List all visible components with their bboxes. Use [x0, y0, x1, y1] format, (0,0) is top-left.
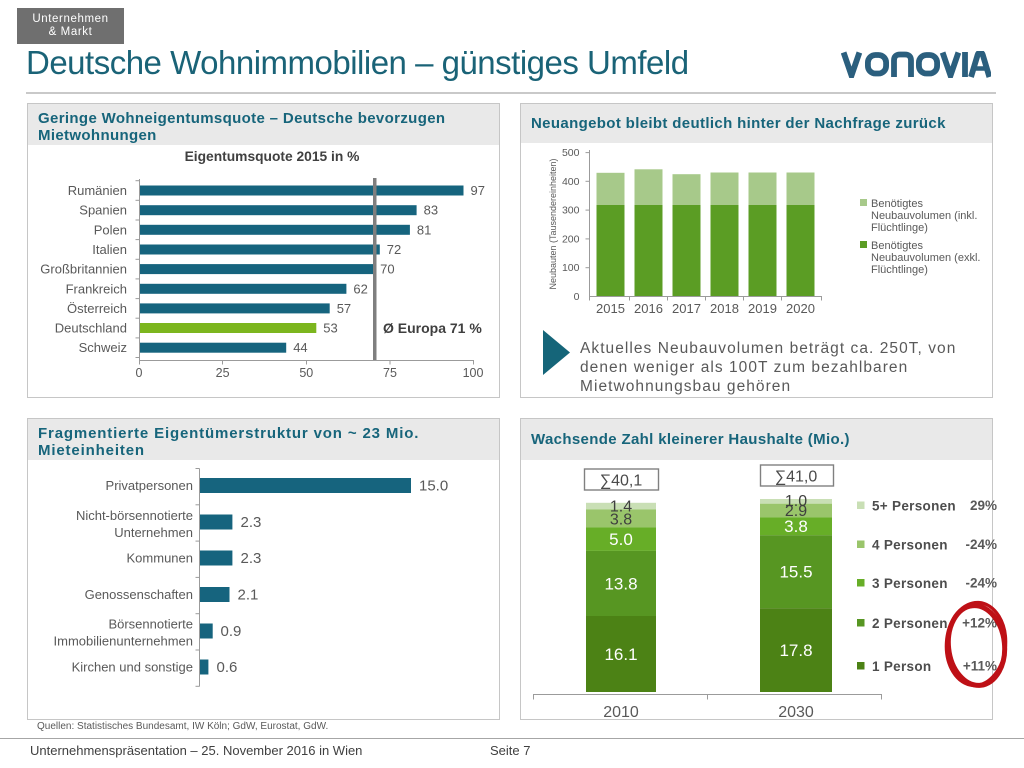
svg-text:2.9: 2.9 — [785, 503, 807, 520]
svg-text:1.4: 1.4 — [610, 499, 632, 516]
svg-text:+12%: +12% — [962, 616, 997, 631]
svg-text:Neubauten (Tausendereinheiten): Neubauten (Tausendereinheiten) — [548, 158, 558, 289]
svg-text:0.9: 0.9 — [221, 623, 242, 640]
svg-text:∑41,0: ∑41,0 — [775, 469, 818, 486]
svg-text:15.0: 15.0 — [419, 478, 448, 495]
svg-text:5.0: 5.0 — [609, 530, 633, 549]
svg-text:Österreich: Österreich — [67, 301, 127, 316]
svg-text:Spanien: Spanien — [79, 203, 127, 218]
svg-text:57: 57 — [337, 301, 351, 316]
svg-text:Neubauvolumen (inkl.: Neubauvolumen (inkl. — [871, 210, 977, 222]
svg-text:Flüchtlinge): Flüchtlinge) — [871, 264, 928, 276]
svg-text:500: 500 — [562, 147, 580, 159]
svg-text:100: 100 — [562, 262, 580, 274]
svg-text:Deutschland: Deutschland — [55, 321, 127, 336]
svg-text:Aktuelles Neubauvolumen beträg: Aktuelles Neubauvolumen beträgt ca. 250T… — [580, 340, 956, 357]
svg-text:2.1: 2.1 — [238, 587, 259, 604]
svg-text:4 Personen: 4 Personen — [872, 538, 948, 553]
svg-text:2.3: 2.3 — [241, 514, 262, 531]
svg-text:Schweiz: Schweiz — [79, 340, 127, 355]
svg-text:denen weniger als 100T zum bez: denen weniger als 100T zum bezahlbaren — [580, 359, 908, 376]
svg-text:Börsennotierte: Börsennotierte — [108, 617, 193, 632]
svg-text:13.8: 13.8 — [604, 575, 637, 594]
svg-text:3.8: 3.8 — [784, 517, 808, 536]
svg-text:70: 70 — [380, 262, 394, 277]
svg-text:2010: 2010 — [603, 704, 639, 720]
svg-text:83: 83 — [424, 203, 438, 218]
svg-text:100: 100 — [463, 366, 484, 380]
svg-text:2017: 2017 — [672, 301, 701, 316]
svg-text:Nicht-börsennotierte: Nicht-börsennotierte — [76, 508, 193, 523]
svg-text:75: 75 — [383, 366, 397, 380]
svg-text:44: 44 — [293, 340, 307, 355]
svg-text:1.0: 1.0 — [785, 493, 807, 510]
svg-text:2.3: 2.3 — [241, 550, 262, 567]
svg-text:2 Personen: 2 Personen — [872, 616, 948, 631]
svg-text:3.8: 3.8 — [610, 512, 632, 529]
svg-text:Mietwohnungsbau gehören: Mietwohnungsbau gehören — [580, 378, 791, 395]
svg-text:Immobilienunternehmen: Immobilienunternehmen — [54, 634, 193, 649]
svg-text:∑40,1: ∑40,1 — [600, 473, 643, 490]
svg-text:53: 53 — [323, 321, 337, 336]
svg-text:Kommunen: Kommunen — [127, 551, 193, 566]
svg-text:29%: 29% — [970, 498, 997, 513]
svg-text:Frankreich: Frankreich — [66, 281, 127, 296]
svg-text:2020: 2020 — [786, 301, 815, 316]
svg-text:Eigentumsquote 2015 in %: Eigentumsquote 2015 in % — [185, 149, 360, 164]
svg-text:Rumänien: Rumänien — [68, 183, 127, 198]
svg-text:400: 400 — [562, 176, 580, 188]
svg-text:Ø Europa 71 %: Ø Europa 71 % — [383, 320, 482, 336]
svg-text:25: 25 — [216, 366, 230, 380]
svg-text:Genossenschaften: Genossenschaften — [85, 587, 193, 602]
svg-text:Unternehmen: Unternehmen — [114, 525, 193, 540]
svg-text:5+ Personen: 5+ Personen — [872, 499, 956, 514]
svg-text:+11%: +11% — [963, 659, 997, 674]
svg-text:0: 0 — [136, 366, 143, 380]
svg-text:2019: 2019 — [748, 301, 777, 316]
svg-text:-24%: -24% — [965, 576, 997, 591]
svg-text:97: 97 — [471, 183, 485, 198]
svg-text:2030: 2030 — [778, 704, 814, 720]
svg-text:Großbritannien: Großbritannien — [40, 262, 127, 277]
svg-text:Polen: Polen — [94, 222, 127, 237]
svg-text:Neubauvolumen (exkl.: Neubauvolumen (exkl. — [871, 252, 980, 264]
svg-text:Kirchen und sonstige: Kirchen und sonstige — [72, 660, 193, 675]
svg-text:Benötigtes: Benötigtes — [871, 198, 923, 210]
svg-text:1 Person: 1 Person — [872, 659, 931, 674]
svg-text:72: 72 — [387, 242, 401, 257]
svg-text:Italien: Italien — [92, 242, 127, 257]
svg-text:2016: 2016 — [634, 301, 663, 316]
svg-text:0: 0 — [574, 291, 580, 303]
svg-text:Privatpersonen: Privatpersonen — [106, 478, 193, 493]
svg-text:0.6: 0.6 — [217, 659, 238, 676]
svg-text:15.5: 15.5 — [779, 563, 812, 582]
svg-text:200: 200 — [562, 233, 580, 245]
svg-text:62: 62 — [353, 281, 367, 296]
svg-text:81: 81 — [417, 222, 431, 237]
svg-text:300: 300 — [562, 205, 580, 217]
svg-text:3 Personen: 3 Personen — [872, 576, 948, 591]
svg-text:2015: 2015 — [596, 301, 625, 316]
svg-text:Benötigtes: Benötigtes — [871, 240, 923, 252]
svg-text:Flüchtlinge): Flüchtlinge) — [871, 222, 928, 234]
svg-text:50: 50 — [299, 366, 313, 380]
svg-text:17.8: 17.8 — [779, 641, 812, 660]
svg-text:2018: 2018 — [710, 301, 739, 316]
svg-text:16.1: 16.1 — [604, 645, 637, 664]
svg-text:-24%: -24% — [965, 537, 997, 552]
